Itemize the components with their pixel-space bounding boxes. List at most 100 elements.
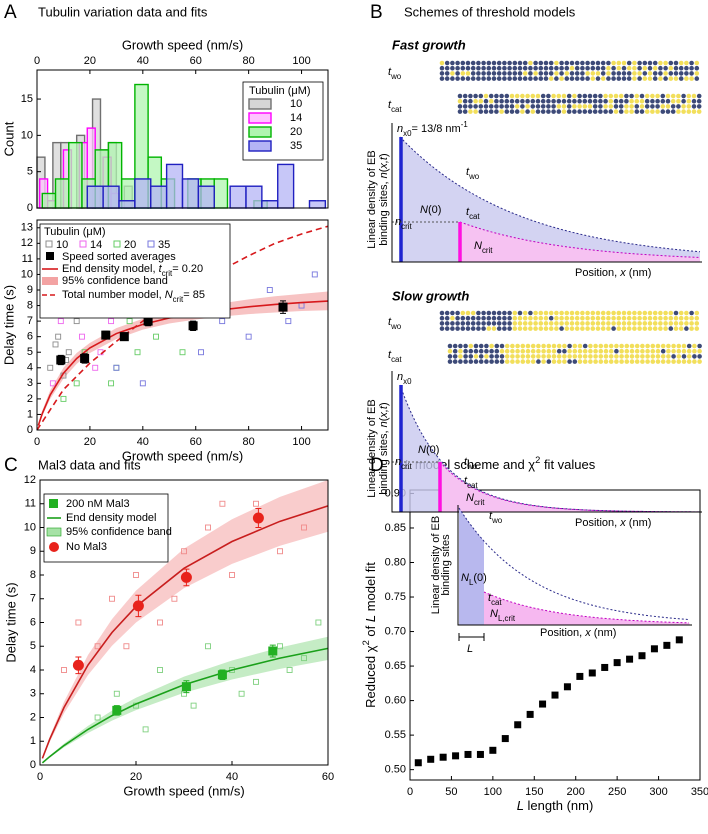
histogram-bar — [118, 200, 136, 209]
lattice-subunit — [696, 104, 702, 109]
legend-label: 20 — [290, 126, 302, 138]
lattice-subunit — [484, 359, 489, 364]
y-tick-label: 0.75 — [385, 591, 406, 603]
y-axis-title: Delay time (s) — [3, 582, 18, 662]
lattice-subunit — [590, 310, 596, 316]
x-tick-label: 0 — [34, 436, 40, 448]
lattice-subunit — [686, 354, 692, 359]
data-point — [181, 682, 191, 692]
lattice-subunit — [611, 326, 616, 331]
lattice-subunit — [696, 93, 702, 99]
lattice-subunit — [603, 93, 608, 99]
lattice-subunit — [665, 109, 671, 114]
lattice-subunit — [566, 98, 572, 104]
lattice-subunit — [626, 71, 632, 76]
lattice-subunit — [574, 76, 580, 81]
lattice-subunit — [470, 310, 476, 316]
data-point — [638, 652, 646, 660]
text-part: = 0.20 — [172, 263, 203, 275]
lattice-subunit — [528, 60, 533, 66]
data-point — [464, 750, 472, 758]
lattice-subunit — [566, 109, 572, 114]
lattice-subunit — [572, 109, 577, 114]
text-part: = 85 — [183, 289, 205, 301]
text-part: n — [395, 456, 401, 468]
lattice-subunit — [569, 65, 575, 71]
histogram-bar — [213, 178, 229, 209]
panel-letter: D — [370, 455, 384, 476]
lattice-subunit — [502, 65, 507, 71]
lattice-subunit — [608, 109, 614, 114]
legend-swatch — [49, 499, 58, 508]
data-point — [181, 548, 187, 555]
data-point — [113, 690, 120, 697]
lattice-subunit — [473, 104, 478, 109]
lattice-subunit — [639, 109, 645, 114]
text-part: Reduced χ — [363, 645, 378, 708]
lattice-subunit — [697, 348, 702, 354]
lattice-subunit — [528, 65, 533, 71]
lattice-subunit — [642, 310, 648, 316]
legend-label: No Mal3 — [66, 541, 107, 553]
lattice-subunit — [548, 321, 554, 326]
scheme-title: Fast growth — [392, 37, 466, 52]
panel-title: Mal3 data and fits — [38, 457, 141, 472]
lattice-subunit — [655, 98, 660, 104]
lattice-subunit — [447, 354, 453, 359]
lattice-subunit — [499, 98, 504, 104]
lattice-subunit — [600, 326, 606, 331]
lattice-subunit — [652, 321, 658, 326]
lattice-subunit — [509, 109, 515, 114]
lattice-subunit — [546, 109, 551, 114]
lattice-subunit — [592, 93, 598, 99]
y-tick-label: 11 — [25, 498, 36, 510]
lattice-subunit — [671, 354, 676, 359]
lattice-subunit — [658, 76, 663, 81]
scheme-title: Slow growth — [392, 288, 469, 303]
lattice-subunit — [504, 109, 510, 114]
lattice-subunit — [689, 71, 694, 76]
lattice-subunit — [463, 348, 468, 354]
lattice-subunit — [548, 71, 554, 76]
lattice-subunit — [663, 65, 668, 71]
lattice-subunit — [496, 60, 502, 66]
density-curve — [399, 136, 701, 253]
lattice-subunit — [642, 65, 648, 71]
text-part: wo — [466, 462, 478, 471]
lattice-subunit — [588, 359, 593, 364]
lattice-subunit — [510, 359, 515, 364]
lattice-subunit — [439, 60, 445, 66]
panel-letter: B — [370, 2, 383, 23]
lattice-subunit — [590, 326, 596, 331]
lattice-subunit — [543, 310, 549, 316]
plot-frame — [36, 69, 329, 209]
lattice-subunit — [468, 354, 474, 359]
text-part: (nm) — [591, 627, 617, 639]
lattice-subunit — [538, 315, 544, 321]
text-part: N — [466, 492, 474, 504]
lattice-subunit — [507, 60, 512, 66]
lattice-subunit — [655, 354, 661, 359]
data-point — [153, 333, 159, 340]
lattice-subunit — [530, 348, 536, 354]
lattice-subunit — [626, 321, 632, 326]
text-part: model fit — [363, 562, 378, 615]
data-point — [501, 735, 509, 743]
lattice-subunit — [543, 321, 549, 326]
legend-box — [43, 493, 169, 563]
lattice-subunit — [486, 76, 492, 81]
lattice-subunit — [663, 321, 668, 326]
lattice-subunit — [598, 109, 603, 114]
data-point — [92, 364, 99, 371]
data-point — [80, 353, 90, 363]
lattice-subunit — [580, 76, 585, 81]
lattice-subunit — [546, 98, 551, 104]
y-tick-label: 6 — [27, 331, 33, 343]
data-point — [601, 663, 609, 671]
data-point — [427, 755, 435, 763]
histogram-bar — [261, 200, 279, 209]
lattice-subunit — [632, 321, 637, 326]
lattice-subunit — [694, 60, 700, 66]
histogram-bar — [150, 185, 168, 209]
lattice-subunit — [624, 93, 629, 99]
